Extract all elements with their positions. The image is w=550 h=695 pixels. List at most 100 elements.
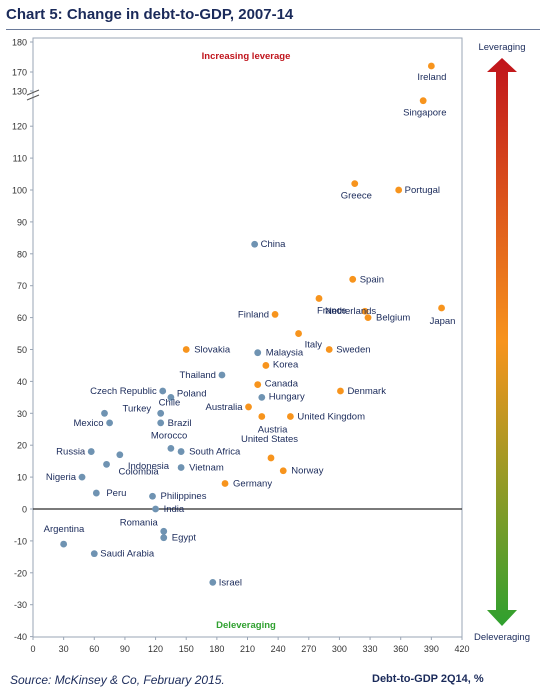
point-label-hungary: Hungary — [269, 391, 305, 402]
point-label-japan: Japan — [430, 316, 456, 327]
point-portugal — [395, 186, 403, 194]
point-argentina — [60, 540, 68, 548]
y-tick-label: 40 — [17, 377, 27, 387]
point-label-vietnam: Vietnam — [189, 463, 224, 474]
point-label-colombia: Colombia — [119, 466, 160, 477]
point-peru — [92, 489, 100, 497]
point-label-portugal: Portugal — [405, 185, 440, 196]
point-label-sweden: Sweden — [336, 345, 370, 356]
x-tick-label: 420 — [454, 644, 469, 654]
point-spain — [349, 275, 357, 283]
point-japan — [438, 304, 445, 312]
y-tick-label: 20 — [17, 441, 27, 451]
x-tick-label: 30 — [59, 644, 69, 654]
point-south-africa — [177, 448, 185, 455]
point-hungary — [258, 393, 266, 401]
title-rule — [6, 29, 540, 30]
point-italy — [295, 330, 302, 337]
point-label-egypt: Egypt — [172, 533, 197, 544]
point-india — [152, 505, 159, 513]
y-tick-label: 110 — [13, 154, 27, 164]
point-romania — [160, 527, 168, 535]
y-tick-label: 10 — [17, 473, 27, 483]
y-tick-label: 100 — [12, 186, 27, 196]
point-germany — [221, 480, 229, 487]
y-tick-label: 180 — [12, 38, 27, 48]
point-label-ireland: Ireland — [417, 72, 446, 83]
point-israel — [209, 578, 217, 586]
point-label-israel: Israel — [219, 577, 242, 588]
y-tick-label: -10 — [14, 536, 27, 546]
point-greece — [351, 180, 359, 188]
y-tick-label: 60 — [17, 313, 27, 323]
point-egypt — [160, 534, 168, 542]
point-saudi-arabia — [90, 550, 98, 558]
point-nigeria — [78, 473, 86, 481]
point-label-united-kingdom: United Kingdom — [297, 411, 365, 422]
point-russia — [87, 448, 95, 455]
point-label-mexico: Mexico — [74, 418, 104, 429]
point-norway — [279, 467, 287, 475]
point-label-denmark: Denmark — [347, 386, 386, 397]
y-tick-label: 0 — [22, 505, 27, 515]
y-tick-label: -30 — [14, 600, 27, 610]
point-label-netherlands: Netherlands — [325, 306, 376, 317]
point-label-thailand: Thailand — [180, 370, 216, 381]
y-tick-label: 50 — [17, 345, 27, 355]
point-ireland — [427, 62, 435, 70]
point-label-turkey: Turkey — [123, 403, 152, 414]
point-label-argentina: Argentina — [44, 524, 85, 535]
y-tick-label: 70 — [17, 281, 27, 291]
point-label-india: India — [164, 504, 185, 515]
point-label-chile: Chile — [159, 397, 181, 408]
axis-break-mark — [26, 89, 40, 101]
point-austria — [258, 413, 266, 420]
x-tick-label: 120 — [148, 644, 163, 654]
point-finland — [271, 311, 279, 318]
point-label-france: France — [317, 305, 347, 316]
increasing-leverage-annotation: Increasing leverage — [202, 51, 291, 62]
point-united-kingdom — [287, 413, 294, 420]
point-sweden — [325, 346, 333, 353]
x-tick-label: 270 — [301, 644, 316, 654]
y-tick-label: 30 — [17, 409, 27, 419]
y-tick-label: 90 — [17, 217, 27, 227]
x-axis-title: Debt-to-GDP 2Q14, % — [372, 673, 484, 685]
point-brazil — [157, 419, 165, 427]
y-tick-label: 80 — [17, 249, 27, 259]
y-tick-label: -20 — [14, 568, 27, 578]
point-colombia — [103, 460, 110, 468]
point-label-china: China — [261, 239, 287, 250]
point-label-norway: Norway — [291, 466, 323, 477]
scale-top-label: Leveraging — [478, 42, 525, 53]
y-tick-label: 130 — [12, 87, 27, 97]
point-netherlands — [361, 307, 369, 315]
deleveraging-annotation: Deleveraging — [216, 620, 276, 631]
point-slovakia — [182, 346, 190, 353]
point-label-finland: Finland — [238, 309, 269, 320]
x-tick-label: 210 — [240, 644, 255, 654]
point-singapore — [419, 97, 427, 105]
point-label-brazil: Brazil — [168, 418, 192, 429]
point-chile — [157, 409, 165, 417]
x-tick-label: 390 — [424, 644, 439, 654]
point-label-czech-republic: Czech Republic — [90, 386, 157, 397]
point-turkey — [101, 409, 108, 417]
x-tick-label: 300 — [332, 644, 347, 654]
x-tick-label: 330 — [363, 644, 378, 654]
point-label-greece: Greece — [341, 191, 372, 202]
point-label-peru: Peru — [106, 488, 126, 499]
point-united-states — [267, 454, 275, 462]
point-label-korea: Korea — [273, 359, 299, 370]
plot-frame — [32, 37, 463, 638]
point-thailand — [218, 371, 226, 379]
point-label-belgium: Belgium — [376, 313, 410, 324]
point-label-south-africa: South Africa — [189, 447, 241, 458]
point-label-morocco: Morocco — [151, 430, 187, 441]
point-vietnam — [177, 464, 185, 471]
x-tick-label: 90 — [120, 644, 130, 654]
point-mexico — [106, 419, 114, 427]
point-label-austria: Austria — [258, 424, 288, 435]
point-denmark — [337, 387, 344, 395]
